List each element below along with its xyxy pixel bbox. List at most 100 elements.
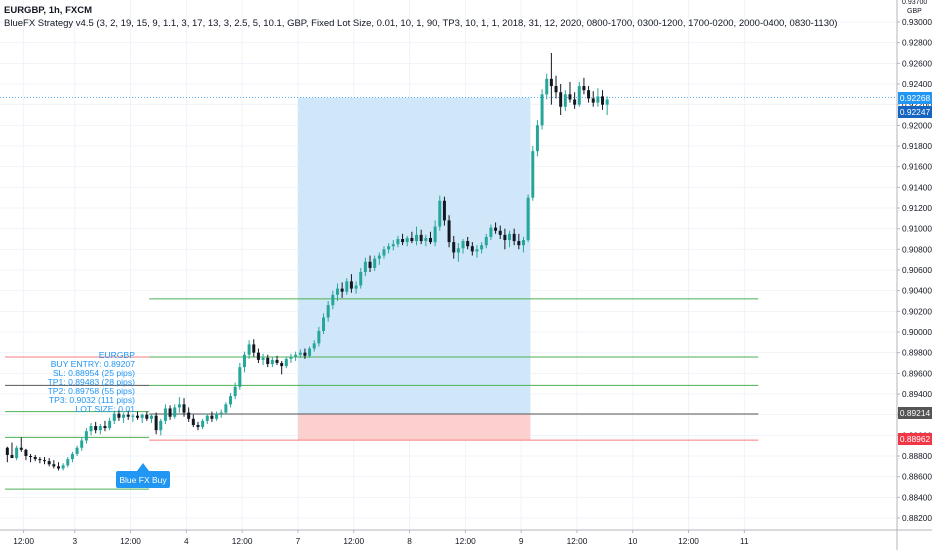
price-tag: 0.88962 — [898, 433, 932, 446]
candle-body — [149, 415, 153, 419]
candle — [442, 196, 446, 226]
candle-body — [52, 464, 56, 467]
time-tick-label: 12:00 — [232, 536, 253, 546]
candle — [438, 195, 442, 231]
candle-body — [70, 453, 74, 460]
candle-body — [24, 449, 28, 456]
candle — [56, 462, 60, 471]
candle-body — [33, 457, 37, 460]
info-tp1: TP1: 0.89483 (28 pips) — [47, 377, 135, 387]
candle-body — [331, 294, 335, 306]
candle — [494, 222, 498, 234]
time-tick-label: 12:00 — [455, 536, 476, 546]
candle — [535, 120, 539, 157]
candle — [512, 228, 516, 246]
candle — [52, 460, 56, 469]
candle-body — [498, 230, 502, 235]
candle — [252, 339, 256, 357]
candle-body — [582, 86, 586, 91]
info-sl: SL: 0.88954 (25 pips) — [52, 368, 135, 378]
candle — [256, 348, 260, 363]
candle-body — [577, 86, 581, 105]
candle — [577, 81, 581, 107]
buy-signal-label[interactable]: Blue FX Buy — [116, 471, 170, 488]
price-tick-label: 0.88200 — [902, 513, 932, 523]
candle-body — [340, 288, 344, 292]
candle — [29, 453, 33, 463]
candle — [284, 356, 288, 369]
zone-loss — [297, 413, 531, 441]
candle-body — [312, 343, 316, 349]
candle — [5, 446, 9, 463]
candle-body — [466, 241, 470, 247]
time-tick-label: 7 — [296, 536, 301, 546]
candle — [396, 235, 400, 248]
info-tp3: TP3: 0.9032 (111 pips) — [48, 395, 135, 405]
candle-body — [173, 407, 177, 417]
candle — [229, 392, 233, 408]
price-tick-label: 0.90600 — [902, 265, 932, 275]
candle — [94, 421, 98, 434]
candle — [582, 77, 586, 95]
candle-body — [5, 447, 9, 455]
candle — [108, 417, 112, 431]
time-axis: 12:00 3 12:00 4 12:00 7 12:00 8 12:00 9 12:00 10 12:… — [0, 529, 932, 546]
price-tag: 0.92268 — [898, 91, 932, 104]
info-lot: LOT SIZE: 0.01 — [75, 404, 135, 414]
candle-body — [29, 456, 33, 458]
candle-body — [233, 386, 237, 397]
candle — [489, 224, 493, 241]
time-tick-label: 8 — [407, 536, 412, 546]
candle-body — [424, 237, 428, 242]
candle — [540, 89, 544, 130]
candle-body — [298, 352, 302, 355]
candle — [66, 457, 70, 468]
level-lines — [0, 97, 897, 490]
price-tick-label: 0.91600 — [902, 162, 932, 172]
candle-body — [43, 460, 47, 462]
candle — [201, 418, 205, 430]
candle — [145, 411, 149, 421]
candle — [308, 346, 312, 358]
candle — [117, 409, 121, 421]
candle-body — [47, 461, 51, 465]
candle-body — [284, 358, 288, 367]
candle — [89, 422, 93, 436]
candle-body — [540, 94, 544, 126]
candle-body — [438, 200, 442, 227]
candle-body — [136, 415, 140, 418]
candle-body — [349, 281, 353, 289]
time-tick-label: 12:00 — [13, 536, 34, 546]
candle — [140, 413, 144, 423]
candle — [280, 360, 284, 375]
candle — [126, 410, 130, 420]
candle — [80, 437, 84, 451]
candle-body — [596, 96, 600, 103]
candle-body — [345, 281, 349, 292]
candle-body — [396, 239, 400, 245]
candle — [270, 356, 274, 368]
candle-body — [112, 413, 116, 421]
candle — [136, 411, 140, 420]
candle — [531, 146, 535, 201]
candle — [261, 353, 265, 366]
info-symbol: EURGBP — [98, 350, 135, 360]
candle — [275, 355, 279, 366]
candle-body — [126, 414, 130, 417]
price-axis: 0.882000.884000.886000.888000.890000.892… — [896, 0, 932, 550]
candle — [173, 404, 177, 419]
candle — [480, 242, 484, 254]
candle-body — [229, 396, 233, 405]
price-tick-label: 0.89800 — [902, 348, 932, 358]
currency-label: GBP — [907, 8, 922, 15]
candle-body — [238, 367, 242, 387]
candle-body — [210, 415, 214, 419]
candle — [84, 428, 88, 444]
candle-body — [98, 426, 102, 431]
candle — [112, 410, 116, 424]
candle — [294, 351, 298, 361]
candle-body — [587, 90, 591, 99]
candle — [122, 412, 126, 423]
candle-body — [247, 344, 251, 355]
